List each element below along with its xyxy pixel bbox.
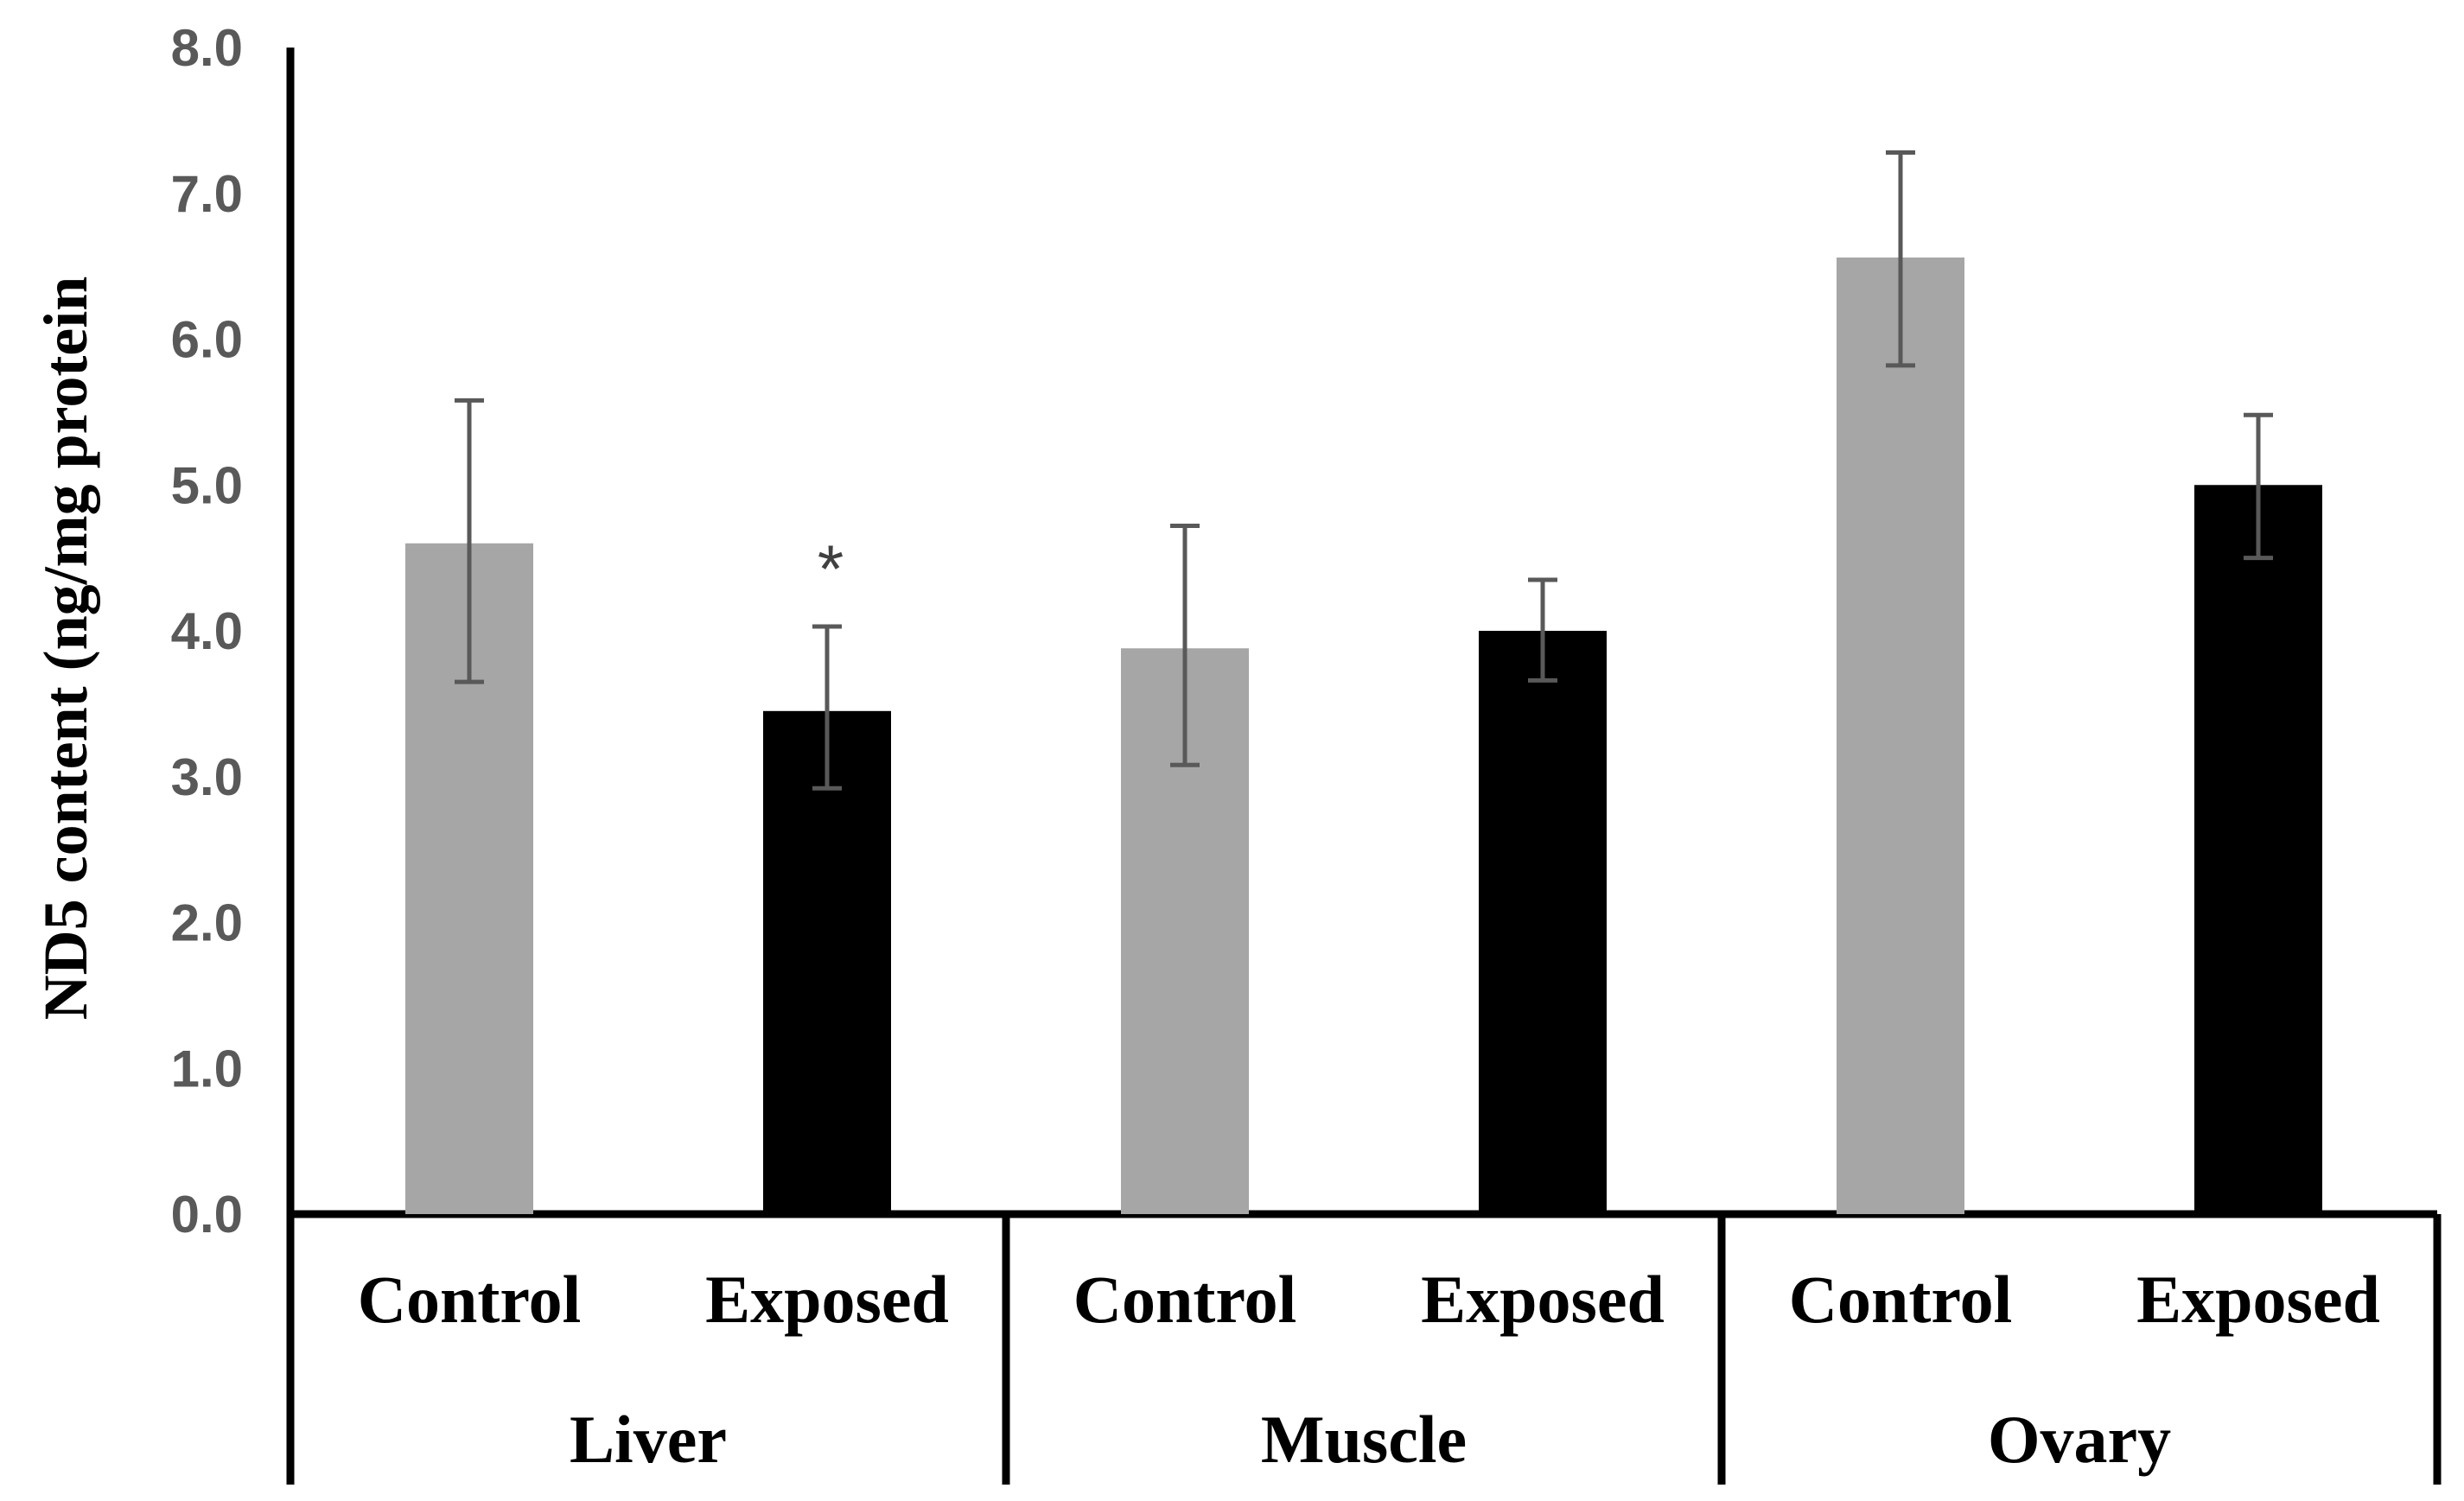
y-tick-label: 8.0	[171, 19, 243, 77]
bar	[2194, 485, 2322, 1214]
y-tick-label: 4.0	[171, 602, 243, 660]
y-tick-label: 7.0	[171, 165, 243, 223]
x-tick-label: Exposed	[2136, 1262, 2380, 1337]
bar	[1837, 258, 1964, 1214]
chart-marks: 0.0 1.0 2.0 3.0 4.0 5.0 6.0 7.0 8.0 ND5 content (…	[31, 19, 2442, 1485]
y-axis-title: ND5 content (ng/mg protein	[31, 277, 100, 1021]
x-tick-label: Exposed	[705, 1262, 949, 1337]
x-tick-label: Exposed	[1421, 1262, 1665, 1337]
bar	[763, 710, 891, 1214]
bar	[1479, 631, 1607, 1214]
y-tick-label: 1.0	[171, 1040, 243, 1097]
significance-marker: *	[818, 531, 844, 607]
group-label: Liver	[570, 1402, 727, 1477]
x-tick-label: Control	[1073, 1262, 1297, 1337]
y-tick-label: 2.0	[171, 894, 243, 952]
group-label: Ovary	[1988, 1402, 2171, 1477]
x-tick-label: Control	[1789, 1262, 2013, 1337]
y-tick-label: 0.0	[171, 1186, 243, 1243]
y-tick-label: 3.0	[171, 748, 243, 806]
y-tick-label: 5.0	[171, 456, 243, 514]
y-tick-label: 6.0	[171, 311, 243, 369]
x-tick-label: Control	[358, 1262, 582, 1337]
group-label: Muscle	[1261, 1402, 1467, 1477]
